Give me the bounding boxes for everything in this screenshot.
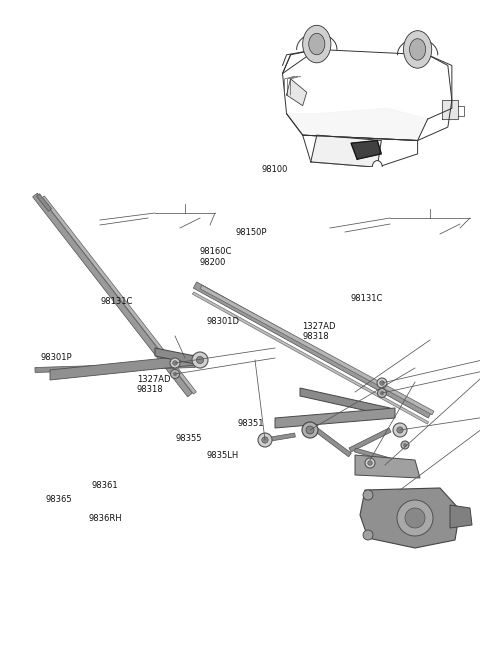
Polygon shape (42, 196, 196, 394)
Circle shape (401, 441, 409, 449)
Polygon shape (287, 79, 307, 106)
Circle shape (303, 26, 331, 63)
Text: 98200: 98200 (199, 258, 226, 267)
Circle shape (405, 508, 425, 528)
Text: 98131C: 98131C (101, 297, 133, 306)
Circle shape (377, 388, 386, 398)
Polygon shape (50, 355, 195, 380)
Text: 98131C: 98131C (350, 294, 383, 303)
Text: 98318: 98318 (302, 332, 329, 341)
Polygon shape (287, 108, 428, 140)
Polygon shape (264, 433, 295, 442)
Text: 98100: 98100 (262, 165, 288, 174)
Circle shape (368, 461, 372, 465)
Text: 1327AD: 1327AD (302, 321, 336, 331)
Text: 9835LH: 9835LH (206, 451, 239, 461)
Text: 98365: 98365 (46, 495, 72, 504)
Circle shape (397, 500, 433, 536)
Polygon shape (442, 100, 458, 119)
Polygon shape (351, 140, 381, 159)
Circle shape (372, 161, 383, 174)
Circle shape (173, 361, 177, 365)
Circle shape (393, 423, 407, 437)
Circle shape (173, 372, 177, 377)
Circle shape (192, 352, 208, 368)
Circle shape (306, 426, 314, 434)
Polygon shape (354, 448, 391, 462)
Circle shape (302, 422, 318, 438)
Circle shape (377, 378, 387, 388)
Polygon shape (309, 423, 351, 457)
Circle shape (365, 458, 375, 468)
Polygon shape (300, 388, 390, 416)
Circle shape (403, 443, 407, 447)
Polygon shape (192, 292, 429, 424)
Circle shape (404, 31, 432, 68)
Circle shape (262, 437, 268, 443)
Text: 98361: 98361 (91, 481, 118, 490)
Circle shape (170, 369, 180, 379)
Polygon shape (200, 285, 434, 415)
Text: 98301D: 98301D (206, 317, 240, 326)
Circle shape (258, 433, 272, 447)
Polygon shape (33, 193, 192, 397)
Polygon shape (355, 455, 420, 478)
Text: 98351: 98351 (238, 419, 264, 428)
Circle shape (196, 356, 204, 363)
Polygon shape (275, 408, 395, 428)
Polygon shape (450, 505, 472, 528)
Circle shape (363, 530, 373, 540)
Polygon shape (36, 194, 51, 211)
Polygon shape (193, 282, 432, 418)
Circle shape (309, 33, 325, 55)
Polygon shape (360, 488, 460, 548)
Text: 98355: 98355 (175, 434, 202, 443)
Text: 98301P: 98301P (41, 353, 72, 362)
Text: 98318: 98318 (137, 385, 163, 394)
Text: 1327AD: 1327AD (137, 375, 170, 384)
Circle shape (409, 39, 426, 60)
Polygon shape (349, 428, 391, 452)
Polygon shape (35, 363, 195, 373)
Circle shape (363, 490, 373, 500)
Polygon shape (155, 348, 205, 366)
Circle shape (397, 427, 403, 433)
Circle shape (380, 391, 384, 396)
Circle shape (170, 358, 180, 368)
Text: 9836RH: 9836RH (89, 514, 122, 523)
Text: 98150P: 98150P (235, 228, 267, 237)
Polygon shape (311, 135, 381, 167)
Text: 98160C: 98160C (199, 247, 231, 256)
Circle shape (380, 380, 384, 385)
